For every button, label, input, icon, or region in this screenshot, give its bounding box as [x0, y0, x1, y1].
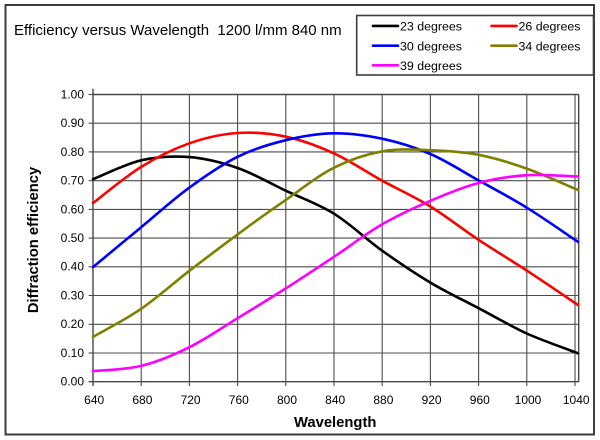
svg-text:800: 800 [277, 393, 297, 407]
svg-text:0.20: 0.20 [61, 317, 85, 331]
svg-text:0.50: 0.50 [61, 231, 85, 245]
svg-text:39 degrees: 39 degrees [400, 59, 462, 73]
svg-text:840: 840 [325, 393, 345, 407]
svg-text:720: 720 [181, 393, 201, 407]
svg-text:23 degrees: 23 degrees [400, 20, 462, 34]
svg-text:880: 880 [373, 393, 393, 407]
svg-text:0.80: 0.80 [61, 145, 85, 159]
svg-text:960: 960 [470, 393, 490, 407]
svg-text:34 degrees: 34 degrees [519, 39, 581, 53]
svg-text:0.00: 0.00 [61, 375, 85, 389]
svg-text:0.60: 0.60 [61, 202, 85, 216]
svg-text:0.10: 0.10 [61, 346, 85, 360]
svg-text:680: 680 [132, 393, 152, 407]
svg-text:0.70: 0.70 [61, 174, 85, 188]
svg-text:30 degrees: 30 degrees [400, 39, 462, 53]
svg-text:26 degrees: 26 degrees [519, 20, 581, 34]
svg-text:Wavelength: Wavelength [294, 415, 377, 431]
svg-text:1.00: 1.00 [61, 87, 85, 101]
svg-text:0.90: 0.90 [61, 116, 85, 130]
svg-text:760: 760 [229, 393, 249, 407]
svg-text:0.30: 0.30 [61, 288, 85, 302]
svg-text:640: 640 [84, 393, 104, 407]
svg-text:Efficiency versus Wavelength: Efficiency versus Wavelength 1200 l/mm 8… [14, 22, 342, 39]
svg-text:Diffraction efficiency: Diffraction efficiency [26, 166, 42, 313]
svg-text:0.40: 0.40 [61, 260, 85, 274]
svg-text:1000: 1000 [515, 393, 542, 407]
svg-text:920: 920 [422, 393, 442, 407]
svg-text:1040: 1040 [563, 393, 590, 407]
